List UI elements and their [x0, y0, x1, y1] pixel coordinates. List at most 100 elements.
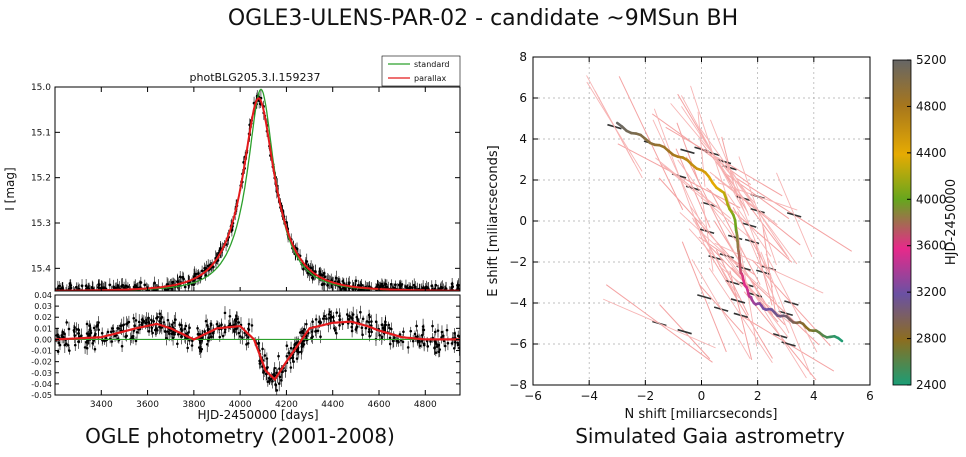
photometry-point — [411, 296, 414, 299]
residual-point — [173, 332, 176, 336]
residual-point — [237, 321, 241, 324]
residual-point — [350, 329, 354, 333]
residual-point — [437, 350, 441, 354]
photometry-point — [380, 282, 384, 286]
residual-point — [331, 315, 335, 319]
photometry-point — [67, 291, 70, 294]
residual-point — [73, 334, 77, 337]
photometry-point — [56, 292, 59, 295]
y-tick-label: 0.04 — [34, 291, 52, 300]
residual-point — [443, 344, 447, 348]
colorbar-tick-label: 3600 — [916, 239, 947, 253]
residual-point — [273, 366, 277, 370]
residual-point — [293, 342, 297, 346]
photometry-point — [338, 285, 342, 289]
residual-point — [65, 342, 68, 346]
residual-point — [206, 324, 209, 327]
residual-point — [287, 351, 291, 355]
residual-point — [172, 321, 176, 324]
photometry-point — [69, 284, 73, 287]
astrometry-error-line — [655, 157, 732, 219]
residual-point — [263, 354, 267, 357]
residual-point — [67, 327, 71, 331]
x-tick-label: 4600 — [368, 400, 391, 410]
residual-point — [93, 347, 97, 351]
colorbar-gradient — [892, 59, 912, 386]
residual-point — [109, 330, 113, 334]
residual-point — [235, 314, 238, 318]
photometry-point — [415, 292, 418, 295]
residual-point — [418, 344, 422, 348]
astrometry-error-line — [681, 106, 745, 201]
photometry-point — [385, 285, 389, 289]
light-curve-title: photBLG205.3.I.159237 — [190, 71, 321, 84]
residual-point — [151, 331, 154, 335]
photometry-point — [341, 286, 345, 290]
residual-point — [321, 317, 325, 320]
residual-point — [289, 346, 293, 350]
residual-point — [66, 343, 70, 347]
residual-point — [402, 330, 405, 334]
residual-point — [355, 326, 358, 330]
residual-point — [135, 330, 139, 334]
residual-point — [68, 349, 71, 352]
residual-point — [122, 323, 126, 326]
y-tick-label: 0 — [519, 214, 527, 228]
astrometry-error-line — [709, 171, 778, 226]
residual-point — [381, 326, 385, 330]
y-tick-label: 0.01 — [34, 324, 52, 333]
colorbar-label: HJD-2450000 — [944, 179, 959, 265]
residual-point — [63, 332, 66, 336]
residual-point — [295, 349, 299, 353]
residual-point — [314, 318, 318, 321]
photometry-point — [322, 271, 326, 275]
residual-point — [422, 343, 426, 347]
residual-point — [275, 371, 278, 375]
astrometry-error-line — [691, 259, 751, 360]
astrometry-error-line — [737, 211, 790, 334]
residual-point — [241, 336, 244, 339]
residual-point — [158, 312, 162, 315]
residual-point — [411, 339, 415, 343]
residual-point — [436, 329, 440, 332]
residual-point — [298, 331, 302, 334]
residual-point — [285, 344, 289, 348]
residual-point — [58, 343, 62, 347]
residual-point — [388, 336, 392, 340]
residual-point — [171, 336, 175, 340]
photometry-point — [183, 285, 187, 289]
photometry-data-points — [55, 90, 460, 299]
residual-point — [238, 335, 242, 338]
y-tick-label: −6 — [509, 337, 527, 351]
residual-point — [62, 335, 65, 339]
astrometry-error-line — [586, 81, 643, 172]
astrometry-error-bars — [586, 75, 852, 381]
residual-point — [89, 329, 92, 333]
photometry-point — [84, 295, 87, 298]
x-tick-label: 3600 — [136, 400, 159, 410]
residual-point — [261, 347, 264, 351]
x-tick-label: 4400 — [321, 400, 344, 410]
astrometry-error-line — [760, 251, 811, 375]
residual-point — [97, 328, 100, 332]
residual-point — [278, 367, 281, 371]
y-tick-label: 15.4 — [31, 264, 51, 274]
residual-point — [364, 326, 368, 330]
residual-point — [142, 319, 146, 323]
y-tick-label: 6 — [519, 91, 527, 105]
photometry-point — [181, 275, 185, 279]
y-tick-label: 8 — [519, 50, 527, 64]
residual-point — [77, 332, 80, 335]
y-tick-label: -0.04 — [31, 380, 52, 389]
residual-point — [77, 328, 80, 332]
residual-point — [205, 342, 209, 346]
residual-point — [91, 341, 94, 345]
residual-point — [245, 333, 248, 337]
residual-point — [420, 339, 424, 343]
astrometry-error-line — [602, 298, 716, 349]
photometry-point — [80, 284, 84, 288]
residual-point — [319, 335, 322, 339]
residual-point — [275, 389, 279, 392]
